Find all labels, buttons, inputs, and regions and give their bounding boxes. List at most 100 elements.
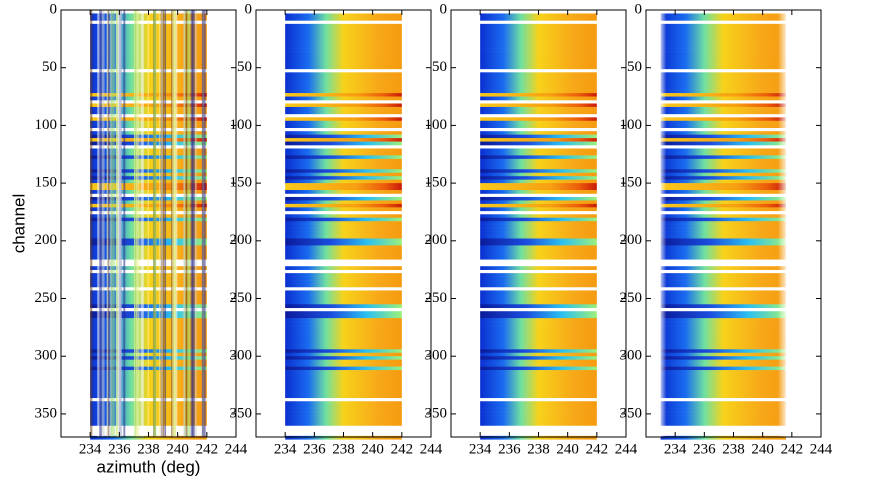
heatmap-row — [480, 318, 597, 322]
y-tick-label: 150 — [425, 175, 448, 191]
heatmap-row — [480, 376, 597, 381]
y-tick-label: 300 — [620, 348, 643, 364]
x-tick-label: 234 — [79, 441, 102, 457]
heatmap-stripe — [164, 10, 167, 437]
heatmap-row — [480, 331, 597, 336]
heatmap-row — [480, 86, 597, 90]
heatmap-row — [285, 328, 402, 333]
heatmap-row — [285, 349, 402, 354]
heatmap-row — [480, 394, 597, 399]
heatmap-row — [285, 266, 402, 270]
heatmap-row — [480, 48, 597, 52]
heatmap-row — [480, 228, 597, 232]
heatmap-row — [480, 401, 597, 405]
heatmap-row — [480, 217, 597, 222]
heatmap-row — [480, 162, 597, 167]
heatmap-row — [480, 89, 597, 94]
heatmap-row — [480, 328, 597, 333]
heatmap-row — [285, 48, 402, 52]
heatmap-row — [285, 280, 402, 284]
heatmap-row — [480, 200, 597, 205]
y-tick-label: 350 — [35, 405, 58, 421]
heatmap-row — [480, 276, 597, 281]
heatmap-row — [285, 356, 402, 360]
heatmap-row — [285, 41, 402, 45]
heatmap-stripe — [158, 10, 160, 437]
y-tick-label: 200 — [620, 232, 643, 248]
heatmap-row — [285, 186, 402, 191]
heatmap-row — [480, 235, 597, 239]
heatmap-stripe — [109, 10, 112, 437]
heatmap-stripe — [134, 10, 137, 437]
heatmap-row — [480, 359, 597, 364]
heatmap-row — [480, 214, 597, 219]
x-tick-label: 238 — [722, 441, 745, 457]
heatmap-row — [480, 58, 597, 63]
heatmap-row — [285, 231, 402, 236]
heatmap-row — [285, 435, 402, 440]
heatmap-row — [285, 176, 402, 180]
heatmap-row — [480, 248, 597, 253]
heatmap-row — [285, 304, 402, 309]
heatmap-row — [480, 273, 597, 277]
heatmap-row — [285, 376, 402, 381]
heatmap-row — [480, 75, 597, 80]
heatmap-row — [285, 23, 402, 28]
heatmap-row — [285, 342, 402, 347]
heatmap-row — [480, 51, 597, 56]
panel: 0 50 100 150 200 250 300 350 234 236 238 240 242 244 — [620, 1, 833, 457]
heatmap-row — [480, 16, 597, 21]
heatmap-row — [480, 169, 597, 174]
heatmap-row — [285, 13, 402, 18]
heatmap-row — [480, 352, 597, 357]
heatmap-row — [285, 245, 402, 250]
heatmap-row — [285, 224, 402, 229]
heatmap-row — [285, 311, 402, 315]
heatmap-row — [480, 311, 597, 315]
heatmap-row — [285, 217, 402, 222]
heatmap-row — [480, 241, 597, 246]
heatmap-row — [285, 148, 402, 153]
x-tick-label: 236 — [108, 441, 131, 457]
heatmap-row — [480, 435, 597, 440]
x-tick-label: 244 — [420, 441, 443, 457]
y-tick-label: 100 — [230, 117, 253, 133]
y-tick-label: 200 — [35, 232, 58, 248]
heatmap-row — [480, 138, 597, 142]
x-tick-label: 242 — [391, 441, 414, 457]
heatmap-stripe — [110, 10, 115, 437]
heatmap-stripe — [194, 10, 197, 437]
heatmap-row — [285, 58, 402, 63]
heatmap-row — [480, 82, 597, 87]
heatmap-stripe — [101, 10, 105, 437]
heatmap-row — [480, 148, 597, 153]
heatmap-row — [285, 415, 402, 419]
heatmap-row — [285, 352, 402, 357]
heatmap-row — [285, 158, 402, 163]
heatmap-row — [480, 404, 597, 409]
heatmap-row — [480, 172, 597, 177]
heatmap-row — [285, 293, 402, 298]
heatmap-stripe — [185, 10, 188, 437]
heatmap-row — [285, 297, 402, 302]
heatmap-row — [285, 380, 402, 385]
heatmap-row — [480, 415, 597, 419]
heatmap-row — [285, 366, 402, 371]
heatmap-row — [285, 179, 402, 184]
heatmap-row — [480, 321, 597, 326]
heatmap-row — [480, 283, 597, 288]
heatmap-row — [285, 300, 402, 305]
heatmap-row — [285, 162, 402, 167]
heatmap-row — [480, 238, 597, 243]
heatmap-row — [285, 183, 402, 187]
heatmap-row — [480, 366, 597, 371]
x-tick-label: 236 — [303, 441, 326, 457]
heatmap-row — [285, 196, 402, 201]
heatmap-row — [285, 363, 402, 367]
y-tick-label: 150 — [230, 175, 253, 191]
heatmap-row — [285, 131, 402, 135]
heatmap-row — [285, 255, 402, 260]
heatmap-row — [480, 134, 597, 139]
heatmap-row — [285, 228, 402, 232]
